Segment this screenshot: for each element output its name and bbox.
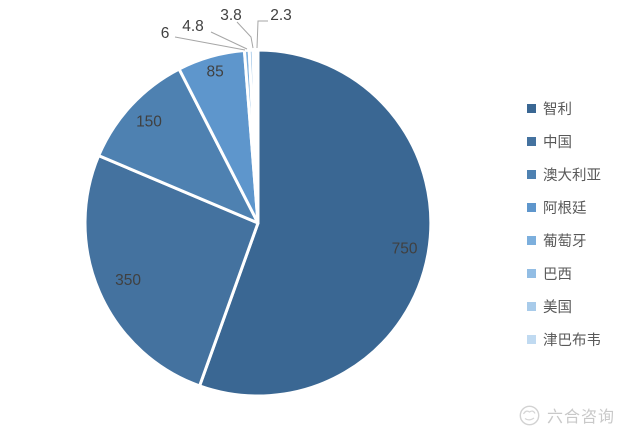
slice-label-6: 3.8 xyxy=(220,7,242,24)
pie-slice-0 xyxy=(198,48,433,398)
legend-label: 巴西 xyxy=(543,267,572,283)
leader-line-5 xyxy=(210,31,248,50)
legend-marker xyxy=(527,104,536,113)
legend-marker xyxy=(527,335,536,344)
legend-label: 葡萄牙 xyxy=(543,234,587,250)
legend-label: 澳大利亚 xyxy=(543,168,601,184)
leader-line-6 xyxy=(236,21,254,49)
legend-label: 美国 xyxy=(543,300,572,316)
legend-marker xyxy=(527,269,536,278)
slice-label-2: 150 xyxy=(136,114,162,131)
brand-text: 六合咨询 xyxy=(547,409,616,426)
legend-item: 美国 xyxy=(527,290,601,323)
slice-label-1: 350 xyxy=(115,272,141,289)
slice-label-0: 750 xyxy=(392,241,418,258)
slice-label-5: 4.8 xyxy=(182,18,204,35)
legend-label: 中国 xyxy=(543,135,572,151)
leader-line-7 xyxy=(256,20,268,49)
legend-marker xyxy=(527,203,536,212)
pie-slice-1 xyxy=(83,154,260,388)
legend-item: 中国 xyxy=(527,125,601,158)
legend-item: 津巴布韦 xyxy=(527,323,601,356)
pie-slice-2 xyxy=(97,67,260,225)
legend-marker xyxy=(527,170,536,179)
leader-line-4 xyxy=(174,36,246,51)
legend-marker xyxy=(527,137,536,146)
legend-label: 津巴布韦 xyxy=(543,333,601,349)
slice-label-7: 2.3 xyxy=(270,7,292,24)
slice-label-3: 85 xyxy=(206,64,223,81)
legend-item: 澳大利亚 xyxy=(527,158,601,191)
legend: 智利中国澳大利亚阿根廷葡萄牙巴西美国津巴布韦 xyxy=(527,92,601,356)
slice-label-4: 6 xyxy=(161,25,170,42)
legend-item: 智利 xyxy=(527,92,601,125)
legend-label: 阿根廷 xyxy=(543,201,587,217)
legend-marker xyxy=(527,236,536,245)
legend-item: 阿根廷 xyxy=(527,191,601,224)
legend-label: 智利 xyxy=(543,102,572,118)
brand-circle-icon xyxy=(519,405,540,425)
legend-marker xyxy=(527,302,536,311)
legend-item: 巴西 xyxy=(527,257,601,290)
liuhe-logo: 六合咨询 xyxy=(518,403,615,427)
legend-item: 葡萄牙 xyxy=(527,224,601,257)
pie-slice-7 xyxy=(254,48,260,225)
